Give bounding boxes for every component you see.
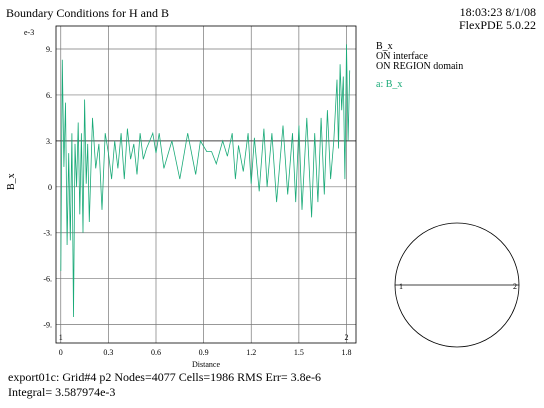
legend-line-region: ON REGION domain (376, 61, 464, 72)
grid-lines (56, 26, 356, 343)
y-tick-label: 0 (48, 183, 52, 192)
point-marker-1: 1 (59, 333, 63, 342)
run-stamp: 18:03:23 8/1/08 FlexPDE 5.0.22 (459, 6, 536, 32)
x-tick-label: 0.6 (151, 348, 161, 357)
y-tick-label: -3. (43, 229, 52, 238)
legend-line-variable: B_x (376, 41, 393, 52)
x-tick-label: 1.2 (246, 348, 256, 357)
y-tick-label: 6. (46, 91, 52, 100)
domain-sketch: 1 2 (394, 222, 520, 348)
y-tick-label: -9. (43, 321, 52, 330)
point-marker-2: 2 (344, 333, 348, 342)
legend: B_x ON interface ON REGION domain a: B_x (376, 42, 463, 90)
x-axis-label: Distance (192, 360, 220, 369)
y-multiplier-label: e-3 (24, 28, 34, 37)
tick-labels: 0 0.3 0.6 0.9 1.2 1.5 1.8 9. 6. 3. 0 -3. -6. -9. (43, 45, 351, 357)
legend-entry-bx: a: B_x (376, 79, 403, 90)
plot-title: Boundary Conditions for H and B (6, 6, 169, 20)
legend-line-interface: ON interface (376, 51, 428, 62)
run-info: export01c: Grid#4 p2 Nodes=4077 Cells=19… (8, 370, 321, 400)
x-tick-label: 1.5 (294, 348, 304, 357)
y-tick-label: -6. (43, 275, 52, 284)
x-tick-label: 0.9 (199, 348, 209, 357)
x-tick-label: 1.8 (341, 348, 351, 357)
grid-stats: export01c: Grid#4 p2 Nodes=4077 Cells=19… (8, 370, 321, 384)
timestamp: 18:03:23 8/1/08 (459, 5, 536, 19)
plot-frame (55, 25, 357, 344)
x-tick-label: 0.3 (103, 348, 113, 357)
y-tick-label: 9. (46, 45, 52, 54)
sketch-marker-1: 1 (399, 282, 403, 291)
x-tick-label: 0 (59, 348, 63, 357)
software-version: FlexPDE 5.0.22 (458, 18, 536, 32)
series-line-bx (60, 44, 351, 318)
integral-value: Integral= 3.587974e-3 (8, 385, 116, 399)
sketch-marker-2: 2 (513, 282, 517, 291)
y-tick-label: 3. (46, 137, 52, 146)
